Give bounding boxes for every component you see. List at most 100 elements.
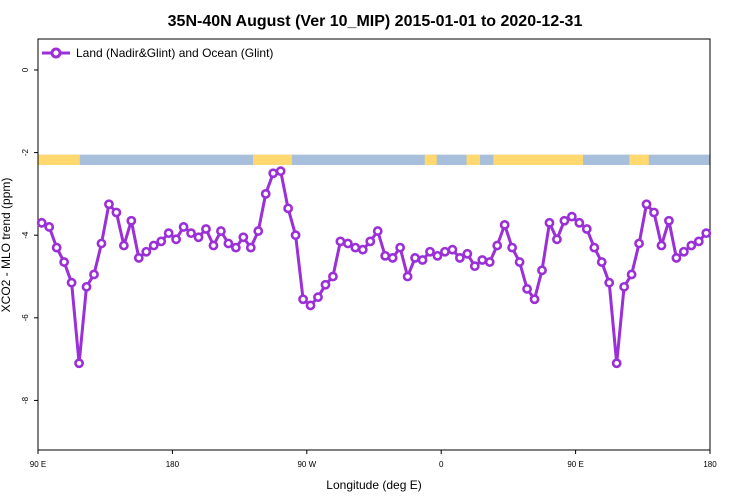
data-point-77 bbox=[611, 358, 622, 369]
data-point-42 bbox=[350, 242, 361, 253]
data-point-84 bbox=[664, 215, 674, 226]
data-point-57 bbox=[462, 248, 473, 259]
y-tick-label-2: -4 bbox=[21, 231, 30, 239]
data-point-75 bbox=[596, 257, 607, 267]
data-point-61 bbox=[492, 240, 503, 251]
data-point-88 bbox=[693, 236, 704, 247]
data-point-4 bbox=[66, 277, 77, 288]
data-point-25 bbox=[223, 238, 234, 249]
data-point-19 bbox=[178, 222, 189, 232]
data-point-30 bbox=[260, 188, 271, 199]
data-point-60 bbox=[484, 257, 495, 267]
y-tick-label-1: -2 bbox=[21, 148, 30, 156]
data-point-43 bbox=[357, 244, 368, 255]
data-point-33 bbox=[283, 203, 294, 214]
data-point-73 bbox=[581, 224, 592, 234]
data-point-0 bbox=[36, 217, 47, 228]
data-point-21 bbox=[193, 232, 204, 243]
land-segment-1 bbox=[253, 154, 292, 165]
land-segment-0 bbox=[38, 154, 80, 165]
data-point-71 bbox=[566, 211, 577, 222]
series-layer bbox=[36, 166, 712, 369]
data-point-54 bbox=[440, 246, 450, 257]
data-point-86 bbox=[678, 246, 689, 257]
data-point-72 bbox=[574, 217, 585, 228]
data-point-13 bbox=[133, 253, 144, 263]
data-point-79 bbox=[626, 269, 637, 280]
data-point-63 bbox=[507, 242, 518, 253]
data-point-44 bbox=[365, 236, 376, 247]
data-point-10 bbox=[111, 207, 122, 218]
data-point-74 bbox=[589, 242, 600, 253]
x-axis: 90 E 180 90 W 0 90 E 180 bbox=[30, 450, 717, 469]
data-point-32 bbox=[275, 166, 286, 177]
data-point-58 bbox=[469, 261, 480, 272]
legend: Land (Nadir&Glint) and Ocean (Glint) bbox=[42, 46, 273, 60]
data-point-81 bbox=[641, 199, 652, 210]
data-point-9 bbox=[104, 199, 114, 210]
data-point-2 bbox=[51, 242, 62, 253]
data-point-80 bbox=[634, 238, 644, 249]
data-point-62 bbox=[499, 219, 510, 230]
data-point-27 bbox=[238, 232, 249, 243]
data-point-29 bbox=[253, 226, 264, 236]
data-point-76 bbox=[604, 277, 615, 288]
land-segment-3 bbox=[466, 154, 481, 165]
x-tick-label-2: 90 W bbox=[297, 460, 316, 469]
land-ocean-strip bbox=[38, 154, 710, 165]
data-point-38 bbox=[320, 279, 331, 290]
data-point-65 bbox=[522, 284, 532, 294]
y-tick-label-3: -6 bbox=[21, 314, 30, 322]
data-point-6 bbox=[81, 281, 92, 292]
data-point-37 bbox=[313, 292, 323, 303]
data-point-50 bbox=[410, 253, 420, 263]
data-point-34 bbox=[290, 230, 301, 241]
data-point-36 bbox=[305, 300, 316, 311]
data-point-53 bbox=[432, 250, 443, 261]
data-point-1 bbox=[44, 222, 55, 232]
x-tick-label-1: 180 bbox=[166, 460, 180, 469]
data-point-47 bbox=[387, 253, 398, 263]
y-axis-label: XCO2 - MLO trend (ppm) bbox=[0, 178, 13, 313]
data-point-23 bbox=[208, 240, 219, 251]
data-point-20 bbox=[186, 228, 196, 239]
chart-title: 35N-40N August (Ver 10_MIP) 2015-01-01 t… bbox=[168, 13, 583, 30]
legend-marker-swatch bbox=[50, 47, 62, 59]
data-point-83 bbox=[656, 240, 667, 251]
x-tick-label-3: 0 bbox=[439, 460, 444, 469]
series-line-0 bbox=[40, 169, 708, 365]
data-point-78 bbox=[619, 281, 630, 292]
x-tick-label-0: 90 E bbox=[30, 460, 46, 469]
data-point-12 bbox=[126, 215, 137, 226]
data-point-66 bbox=[529, 294, 540, 305]
data-point-67 bbox=[537, 265, 547, 276]
y-tick-label-4: -8 bbox=[21, 396, 30, 404]
plot-frame bbox=[37, 38, 711, 451]
x-tick-label-4: 90 E bbox=[567, 460, 583, 469]
data-point-26 bbox=[230, 242, 241, 253]
data-point-82 bbox=[649, 207, 659, 218]
data-point-64 bbox=[514, 257, 525, 267]
land-segment-2 bbox=[424, 154, 437, 165]
data-point-40 bbox=[335, 236, 346, 247]
data-point-5 bbox=[74, 358, 84, 369]
data-point-68 bbox=[544, 217, 555, 228]
data-point-31 bbox=[268, 168, 279, 179]
data-point-7 bbox=[89, 269, 99, 280]
data-point-3 bbox=[59, 257, 70, 267]
data-point-48 bbox=[395, 242, 406, 253]
data-point-18 bbox=[171, 234, 182, 245]
land-segment-4 bbox=[493, 154, 584, 165]
data-point-46 bbox=[380, 250, 391, 261]
y-axis: 0 -2 -4 -6 -8 bbox=[21, 67, 38, 404]
data-point-69 bbox=[552, 234, 562, 245]
data-point-14 bbox=[141, 246, 152, 257]
data-point-70 bbox=[559, 215, 570, 226]
data-point-51 bbox=[417, 255, 428, 265]
data-point-16 bbox=[156, 236, 167, 247]
data-point-59 bbox=[477, 255, 488, 265]
y-tick-label-0: 0 bbox=[21, 67, 30, 72]
data-point-22 bbox=[201, 224, 211, 234]
x-axis-label: Longitude (deg E) bbox=[326, 478, 421, 492]
